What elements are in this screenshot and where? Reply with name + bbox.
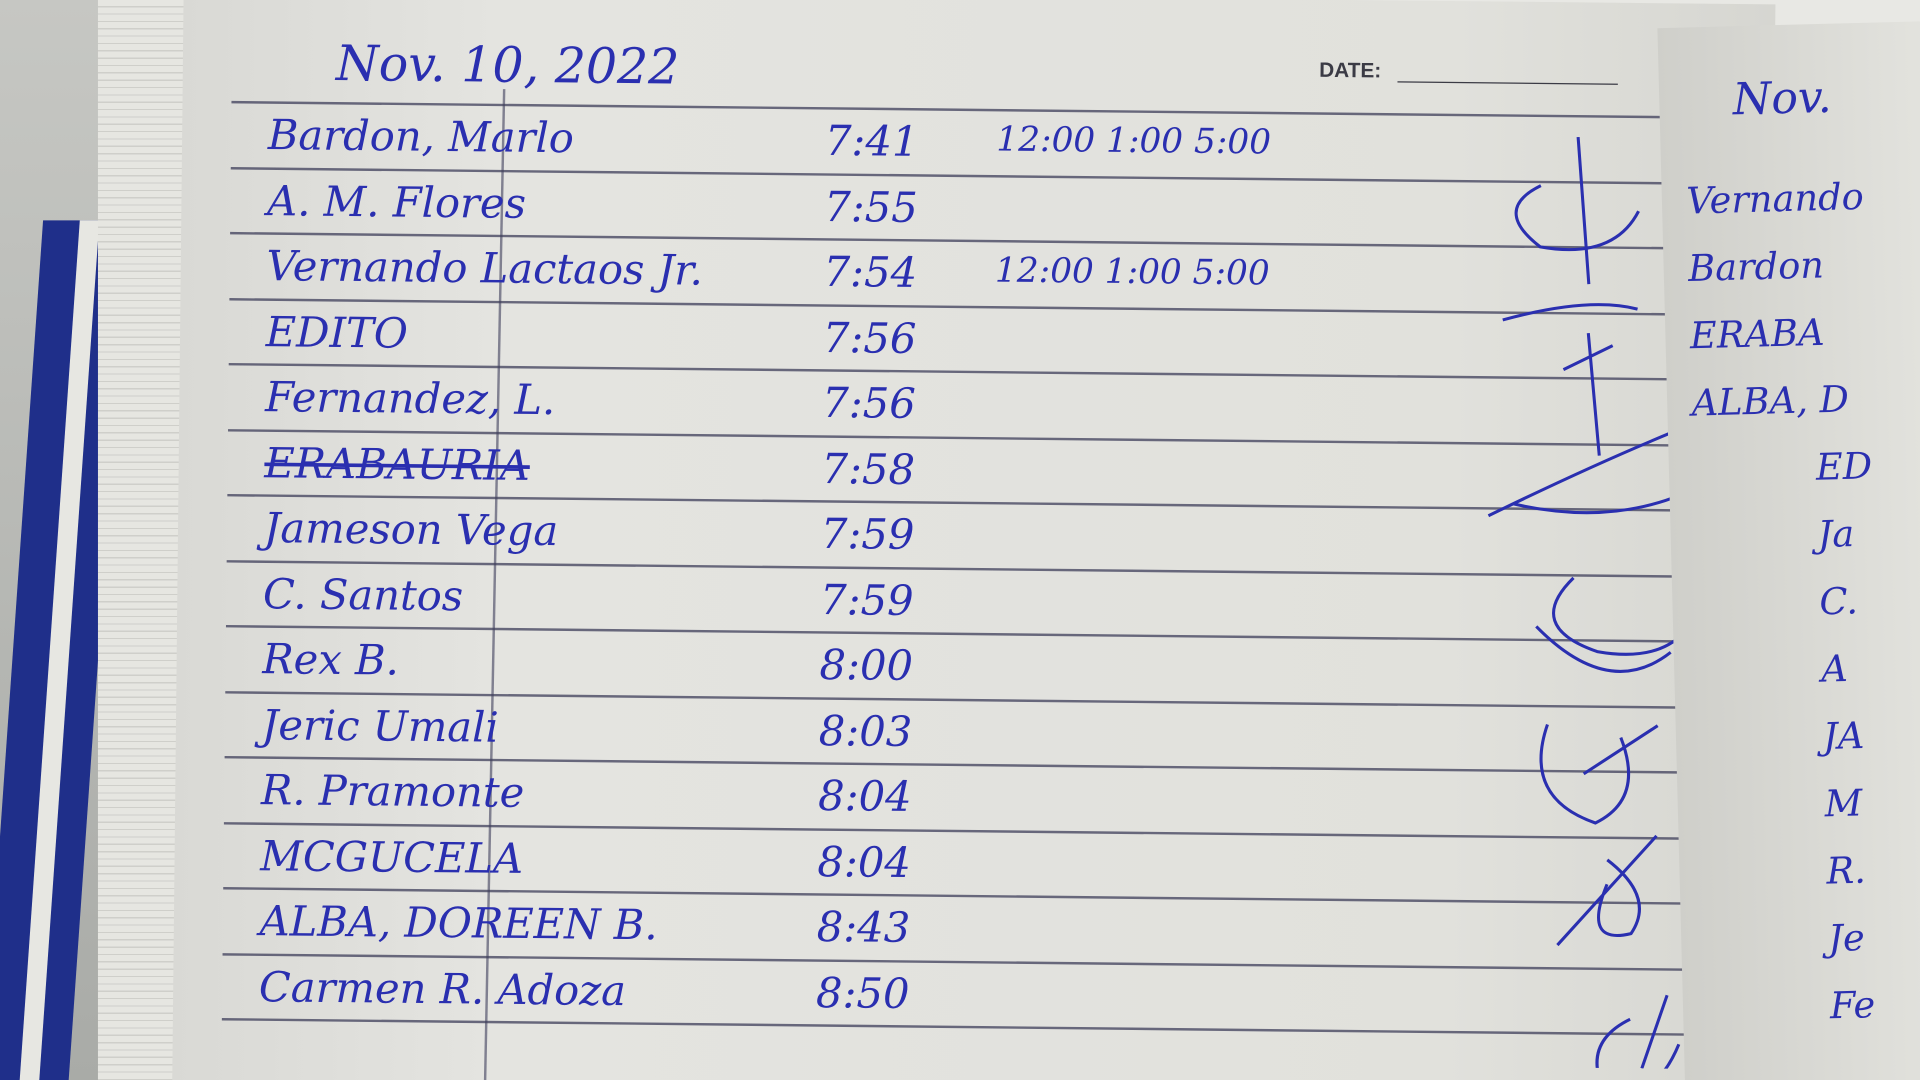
facing-page-entry: JA xyxy=(1822,714,1865,759)
facing-page: Nov. Vernando Bardon ERABA ALBA, D ED Ja C. A JA… xyxy=(1657,21,1920,1080)
entry-name: ERABAURIA xyxy=(264,438,531,491)
entry-name: Jameson Vega xyxy=(263,504,559,557)
facing-page-entry: M xyxy=(1824,782,1863,827)
entry-time: 8:04 xyxy=(817,837,912,888)
entry-name: ALBA, DOREEN B. xyxy=(259,897,658,951)
facing-page-entry: Ja xyxy=(1817,513,1855,557)
facing-page-entry: Fe xyxy=(1829,984,1876,1029)
entry-time: 8:43 xyxy=(816,903,911,953)
entry-name: Carmen R. Adoza xyxy=(258,962,627,1016)
entry-name: R. Pramonte xyxy=(260,766,525,818)
entry-time: 7:59 xyxy=(820,509,915,560)
handwritten-date: Nov. 10, 2022 xyxy=(335,35,680,96)
entry-name: Fernandez, L. xyxy=(264,373,556,426)
logbook-page: DATE: Nov. 10, 2022 Bardon, Marlo 7:41 12:… xyxy=(172,0,1811,1080)
entry-name: C. Santos xyxy=(262,569,464,621)
entry-time: 8:03 xyxy=(818,706,913,757)
entry-time: 7:59 xyxy=(819,575,914,626)
facing-page-entry: ERABA xyxy=(1689,311,1826,359)
entry-time: 7:58 xyxy=(821,444,916,495)
facing-page-entry: Vernando xyxy=(1685,175,1865,224)
entry-name: Bardon, Marlo xyxy=(267,111,575,164)
date-underline xyxy=(1397,81,1618,85)
facing-page-entry: Je xyxy=(1827,916,1866,961)
facing-page-entry: A xyxy=(1820,647,1849,692)
entry-name: Rex B. xyxy=(262,635,400,686)
entry-name: MCGUCELA xyxy=(260,831,524,884)
entry-time: 7:55 xyxy=(824,182,919,233)
entry-time: 8:50 xyxy=(815,968,910,1019)
facing-page-entry: C. xyxy=(1818,580,1859,625)
entry-time: 7:56 xyxy=(822,313,917,364)
facing-page-entry: Bardon xyxy=(1687,244,1825,291)
facing-page-entry: ED xyxy=(1815,445,1873,490)
entry-name: Jeric Umali xyxy=(261,700,500,753)
facing-page-date: Nov. xyxy=(1732,72,1833,126)
facing-page-entry: R. xyxy=(1825,849,1867,894)
date-label: DATE: xyxy=(1319,58,1382,83)
entry-time: 7:54 xyxy=(823,247,918,298)
entry-time: 7:41 xyxy=(824,116,919,167)
entry-break-times: 12:00 1:00 5:00 xyxy=(996,118,1272,163)
entry-name: EDITO xyxy=(265,307,409,359)
entry-time: 7:56 xyxy=(821,378,916,429)
entry-time: 8:04 xyxy=(817,772,912,822)
entry-name: A. M. Flores xyxy=(266,176,527,229)
entry-name: Vernando Lactaos Jr. xyxy=(266,242,704,296)
entry-time: 8:00 xyxy=(819,640,914,691)
facing-page-entry: ALBA, D xyxy=(1691,378,1850,426)
entry-break-times: 12:00 1:00 5:00 xyxy=(994,249,1270,294)
